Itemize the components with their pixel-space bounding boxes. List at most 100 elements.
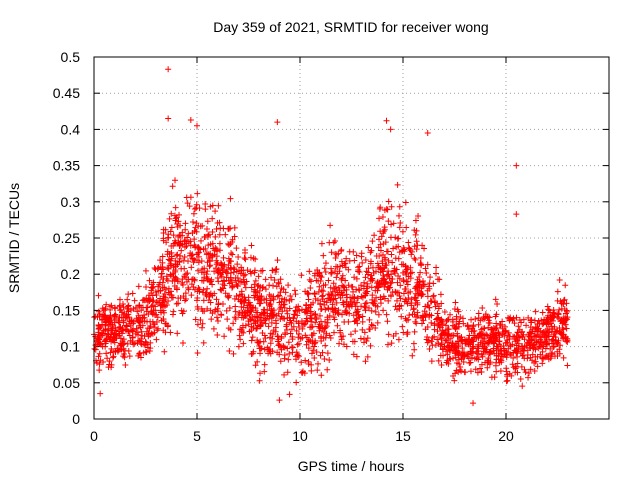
data-point [558,331,565,338]
data-point [125,302,132,309]
data-point [532,358,539,365]
data-point [406,312,413,319]
data-point [260,284,267,291]
data-point [289,344,296,351]
data-point [165,256,172,263]
data-point [468,354,475,361]
data-point [354,295,361,302]
data-point [433,264,440,271]
data-point [204,268,211,275]
data-point [322,318,329,325]
data-point [398,313,405,320]
data-point [242,297,249,304]
data-point [123,313,130,320]
data-point [312,311,319,318]
data-point [366,316,373,323]
data-point [181,265,188,272]
data-point [308,324,315,331]
data-point [299,369,306,376]
data-point [469,345,476,352]
data-point [287,292,294,299]
data-point [479,304,486,311]
data-point [328,292,335,299]
data-point [403,224,410,231]
x-tick-label: 5 [193,428,201,444]
data-point [362,358,369,365]
data-point [400,290,407,297]
data-point [132,304,139,311]
data-point [303,334,310,341]
data-point [214,259,221,266]
data-point [506,333,513,340]
data-point [398,302,405,309]
data-point [544,341,551,348]
data-point [175,300,182,307]
data-point [174,220,181,227]
data-point [213,225,220,232]
data-point [511,320,518,327]
data-point [216,240,223,247]
data-point [352,303,359,310]
data-point [525,374,532,381]
data-point [119,301,126,308]
data-point [274,349,281,356]
data-point [396,224,403,231]
data-point [164,277,171,284]
data-point [227,274,234,281]
data-point [173,286,180,293]
grid [94,57,609,419]
data-point [379,214,386,221]
data-point [380,251,387,258]
data-point [259,284,266,291]
data-point [272,266,279,273]
data-point [212,208,219,215]
data-point [554,311,561,318]
data-point [282,289,289,296]
data-point [303,341,310,348]
data-point [257,312,264,319]
data-point [225,294,232,301]
data-point [319,293,326,300]
data-point [169,183,176,190]
data-point [154,266,161,273]
data-point [151,265,158,272]
data-point [373,268,380,275]
x-axis-ticks: 0 5 10 15 20 [90,57,514,444]
data-point [167,260,174,267]
data-point [100,327,107,334]
data-point [436,276,443,283]
data-point [190,259,197,266]
data-point [208,316,215,323]
data-point [149,310,156,317]
data-point [149,318,156,325]
data-point [324,314,331,321]
data-point [517,376,524,383]
data-point [492,296,499,303]
data-point [549,340,556,347]
data-point [532,346,539,353]
data-point [380,240,387,247]
data-point [375,264,382,271]
data-point [384,283,391,290]
data-point [173,300,180,307]
data-point [134,329,141,336]
data-point [181,254,188,261]
data-point [126,320,133,327]
data-point [322,306,329,313]
data-point [214,305,221,312]
data-point [368,307,375,314]
data-point [97,390,104,397]
data-point [141,332,148,339]
data-point [236,292,243,299]
data-point [162,320,169,327]
data-point [326,239,333,246]
data-point [481,344,488,351]
data-point [376,215,383,222]
data-point [514,360,521,367]
data-point [539,309,546,316]
data-point [303,302,310,309]
data-point [100,311,107,318]
data-point [195,284,202,291]
data-point [350,351,357,358]
data-point [263,299,270,306]
